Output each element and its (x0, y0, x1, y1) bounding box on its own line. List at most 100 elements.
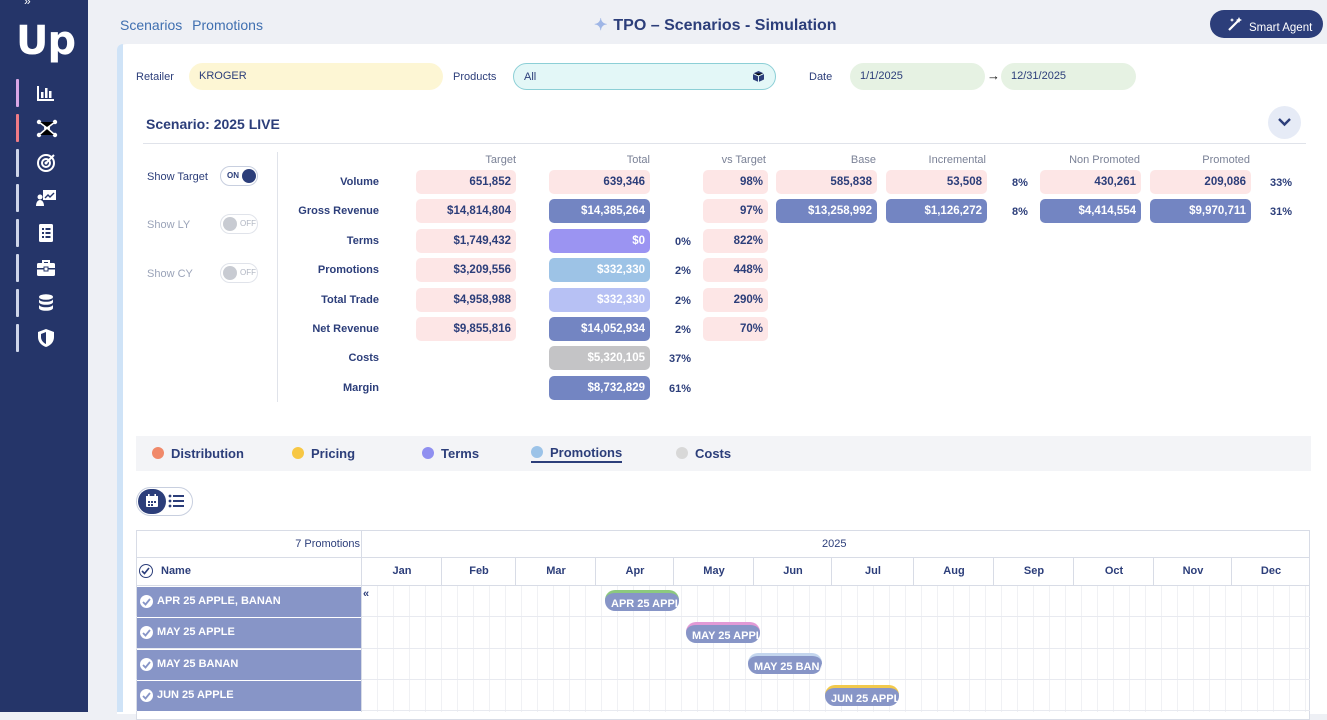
gantt-divider (515, 558, 516, 585)
list-icon (168, 494, 184, 508)
non-promoted-cell: $4,414,554 (1040, 199, 1141, 223)
gantt-divider (361, 530, 362, 712)
expand-icon[interactable]: » (24, 0, 31, 8)
products-select[interactable]: All (513, 63, 776, 90)
promoted-cell: $9,970,711 (1150, 199, 1251, 223)
total-pct: 61% (669, 383, 692, 395)
breadcrumb-promotions[interactable]: Promotions (192, 17, 263, 33)
row-checkbox[interactable] (140, 626, 153, 639)
tab-costs[interactable]: Costs (676, 446, 731, 461)
vs-target-cell: 97% (703, 199, 768, 223)
promotion-count: 7 Promotions (295, 538, 360, 550)
gantt-divider (136, 679, 1310, 680)
month-label: Jul (865, 565, 881, 577)
total-cell: $14,052,934 (549, 317, 650, 341)
box-icon (752, 71, 765, 82)
vs-target-cell: 98% (703, 170, 768, 194)
metric-label: Promotions (317, 264, 379, 276)
date-to-input[interactable]: 12/31/2025 (1001, 63, 1136, 90)
row-checkbox[interactable] (140, 595, 153, 608)
shield-icon (38, 329, 54, 347)
show-target-toggle[interactable]: ON (220, 166, 258, 186)
nav-network[interactable] (16, 114, 76, 144)
chevron-down-icon (1278, 118, 1291, 127)
target-icon (37, 154, 55, 172)
vs-target-cell: 822% (703, 229, 768, 253)
nav-analytics[interactable] (16, 79, 76, 109)
tab-distribution[interactable]: Distribution (152, 446, 244, 461)
date-arrow-icon: → (987, 68, 1000, 83)
nav-presentation[interactable] (16, 184, 76, 214)
scenario-title: Scenario: 2025 LIVE (146, 116, 280, 132)
nav-toolbox[interactable] (16, 254, 76, 284)
target-cell: 651,852 (416, 170, 516, 194)
col-header-total: Total (626, 154, 650, 166)
gantt-row-name[interactable]: APR 25 APPLE, BANAN (137, 587, 361, 617)
list-view-button[interactable] (168, 494, 188, 510)
check-icon (142, 692, 151, 700)
nav-checklist[interactable] (16, 219, 76, 249)
promotion-bar[interactable]: MAY 25 APPLE (686, 622, 760, 643)
gantt-row-name[interactable]: MAY 25 BANAN (137, 650, 361, 680)
month-label: May (703, 565, 725, 577)
nav-security[interactable] (16, 324, 76, 354)
show-cy-toggle[interactable]: OFF (220, 263, 258, 283)
network-icon (36, 119, 58, 138)
total-pct: 0% (675, 236, 691, 248)
retailer-select[interactable]: KROGER (189, 63, 443, 90)
tab-promotions[interactable]: Promotions (531, 445, 623, 463)
smart-agent-button[interactable]: Smart Agent (1210, 10, 1323, 38)
incremental-pct: 8% (1012, 177, 1028, 189)
total-pct: 2% (675, 295, 691, 307)
gantt-row-name[interactable]: MAY 25 APPLE (137, 618, 361, 648)
breadcrumb-scenarios[interactable]: Scenarios (120, 17, 183, 33)
collapse-left-icon[interactable]: « (363, 588, 370, 600)
target-cell: $3,209,556 (416, 258, 516, 282)
nav-database[interactable] (16, 289, 76, 319)
col-header-base: Base (850, 154, 876, 166)
app-logo[interactable]: Up (16, 18, 76, 64)
panel-accent (117, 44, 123, 712)
show-ly-toggle[interactable]: OFF (220, 214, 258, 234)
gantt-divider (913, 558, 914, 585)
calendar-view-button[interactable] (138, 489, 166, 514)
row-checkbox[interactable] (140, 658, 153, 671)
gantt-divider (595, 558, 596, 585)
total-cell: $14,385,264 (549, 199, 650, 223)
gantt-divider (673, 558, 674, 585)
sparkle-icon: ✦ (594, 17, 608, 34)
gantt-divider (1231, 558, 1232, 585)
date-from-input[interactable]: 1/1/2025 (850, 63, 985, 90)
promotion-bar[interactable]: APR 25 APPLE (605, 590, 679, 611)
checklist-icon (39, 224, 53, 242)
total-cell: $5,320,105 (549, 346, 650, 370)
name-column-header[interactable]: Name (161, 565, 191, 577)
collapse-button[interactable] (1268, 106, 1301, 139)
target-cell: $4,958,988 (416, 288, 516, 312)
col-header-promoted: Promoted (1202, 154, 1250, 166)
total-pct: 37% (669, 353, 692, 365)
select-all-checkbox[interactable] (139, 564, 153, 578)
gantt-divider (136, 710, 1310, 711)
total-cell: $0 (549, 229, 650, 253)
show-cy-label: Show CY (147, 268, 193, 280)
check-icon (142, 598, 151, 606)
gantt-divider (1073, 558, 1074, 585)
date-label: Date (809, 71, 833, 83)
vs-target-cell: 448% (703, 258, 768, 282)
metric-label: Margin (342, 382, 379, 394)
row-checkbox[interactable] (140, 689, 153, 702)
promotion-bar[interactable]: JUN 25 APPLE (825, 685, 899, 706)
nav-target[interactable] (16, 149, 76, 179)
check-icon (141, 567, 150, 575)
chart-icon (37, 86, 54, 101)
month-label: Jan (392, 565, 412, 577)
promotion-bar[interactable]: MAY 25 BANA (748, 653, 822, 674)
view-toggle (136, 487, 193, 516)
tab-pricing[interactable]: Pricing (292, 446, 355, 461)
tab-terms[interactable]: Terms (422, 446, 479, 461)
gantt-row-name[interactable]: JUN 25 APPLE (137, 681, 361, 711)
breadcrumb: Scenarios Promotions (120, 17, 269, 33)
base-cell: 585,838 (776, 170, 877, 194)
products-label: Products (453, 71, 497, 83)
